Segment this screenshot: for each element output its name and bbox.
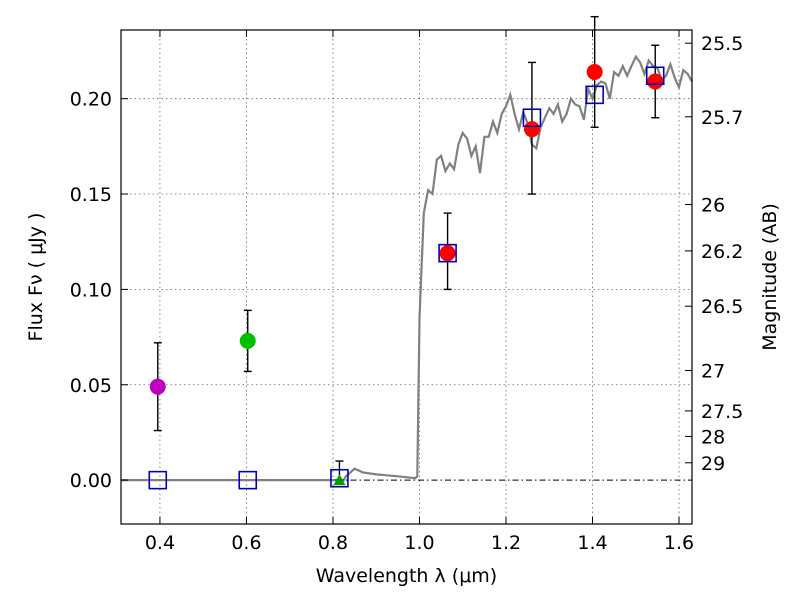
data-markers xyxy=(148,63,665,490)
magnitude-tick-label: 29 xyxy=(701,453,725,475)
y-tick-label: 0.15 xyxy=(70,184,112,206)
data-point xyxy=(239,332,256,349)
y-tick-label: 0.05 xyxy=(70,375,112,397)
x-tick-label: 0.4 xyxy=(145,532,175,554)
model-photometry-point xyxy=(330,468,349,488)
data-point xyxy=(586,63,603,80)
y-tick-label: 0.20 xyxy=(70,89,112,111)
magnitude-tick-label: 25.7 xyxy=(701,107,743,129)
right-axis-label: Magnitude (AB) xyxy=(759,203,781,351)
magnitude-tick-label: 25.5 xyxy=(701,33,743,55)
x-axis-label: Wavelength λ (μm) xyxy=(316,565,497,587)
model-photometry-point xyxy=(645,66,665,86)
magnitude-tick-label: 26.2 xyxy=(701,241,743,263)
data-point xyxy=(439,245,456,262)
model-photometry-point xyxy=(522,108,542,128)
data-point xyxy=(523,121,540,138)
magnitude-tick-label: 27.5 xyxy=(701,401,743,423)
magnitude-tick-label: 26.5 xyxy=(701,296,743,318)
magnitude-tick-label: 27 xyxy=(701,360,725,382)
x-tick-label: 1.2 xyxy=(491,532,521,554)
error-bars xyxy=(153,15,660,481)
plot-frame xyxy=(120,29,693,525)
x-tick-label: 1.4 xyxy=(577,532,607,554)
magnitude-tick-label: 28 xyxy=(701,426,725,448)
model-photometry-point xyxy=(148,470,168,490)
model-spectrum-line xyxy=(121,54,693,482)
data-point xyxy=(149,378,166,395)
x-tick-label: 0.6 xyxy=(231,532,261,554)
grid xyxy=(121,30,692,524)
x-tick-label: 1.0 xyxy=(404,532,434,554)
data-point xyxy=(647,73,664,90)
y-tick-label: 0.00 xyxy=(70,470,112,492)
model-photometry-point xyxy=(585,85,604,105)
y-tick-label: 0.10 xyxy=(70,279,112,301)
magnitude-tick-label: 26 xyxy=(701,195,725,217)
triangle-point xyxy=(333,474,346,486)
x-tick-label: 0.8 xyxy=(318,532,348,554)
y-axis-label: Flux Fν ( μJy ) xyxy=(25,213,47,342)
x-tick-label: 1.6 xyxy=(664,532,694,554)
axis-ticks: 0.4 0.6 0.8 1.0 1.2 1.4 1.6 0.00 0.05 0.10 0.15 0.2… xyxy=(70,30,743,554)
model-photometry-point xyxy=(438,243,457,263)
model-photometry-point xyxy=(238,470,258,490)
